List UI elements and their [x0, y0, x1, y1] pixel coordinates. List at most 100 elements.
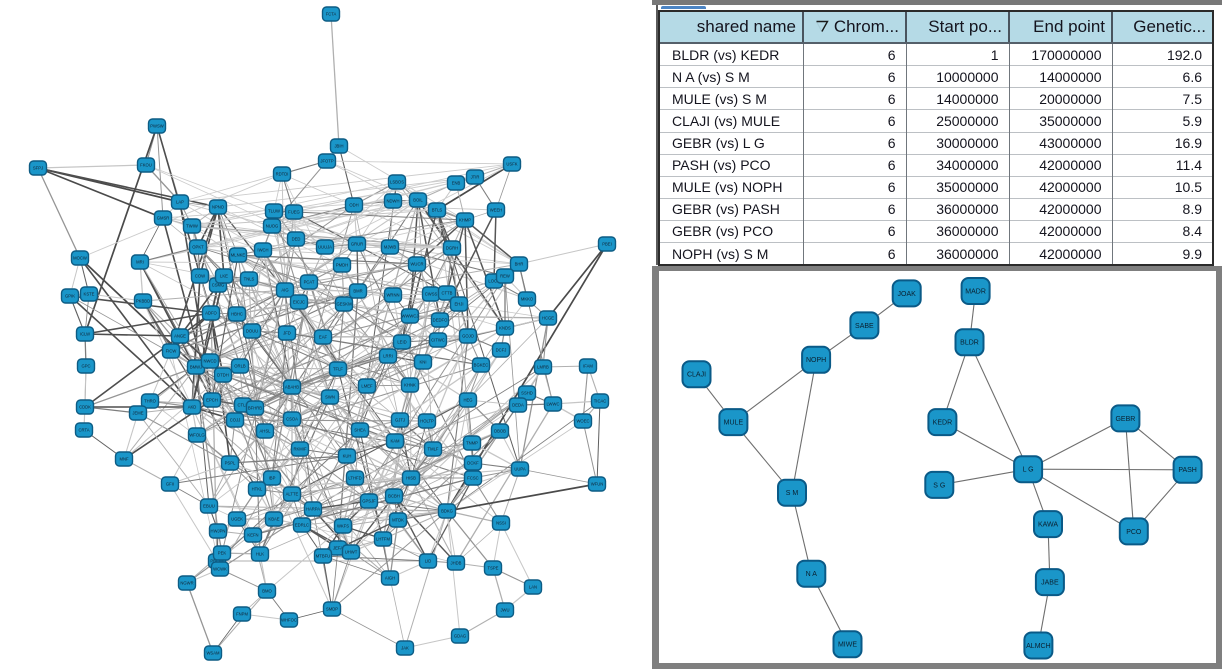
svg-text:PEK: PEK	[218, 551, 227, 556]
svg-text:SSHD: SSHD	[521, 391, 533, 396]
svg-text:NGWR: NGWR	[180, 581, 193, 586]
svg-text:GPSJF: GPSJF	[362, 499, 376, 504]
svg-text:REW: REW	[500, 274, 510, 279]
svg-text:KEDR: KEDR	[933, 420, 952, 427]
svg-text:CTLD: CTLD	[238, 403, 249, 408]
svg-text:GPIK: GPIK	[65, 294, 75, 299]
svg-text:WCWK: WCWK	[213, 567, 227, 572]
svg-text:JHDB: JHDB	[451, 561, 462, 566]
svg-text:JEME: JEME	[132, 411, 143, 416]
svg-text:JFD: JFD	[283, 331, 291, 336]
svg-text:CLAJI: CLAJI	[687, 372, 706, 379]
svg-text:CSOA: CSOA	[286, 417, 298, 422]
svg-text:NPNO: NPNO	[212, 205, 225, 210]
svg-text:MADR: MADR	[965, 288, 986, 295]
svg-text:S M: S M	[786, 490, 799, 497]
svg-text:MRI: MRI	[136, 260, 144, 265]
svg-text:RKMIF: RKMIF	[293, 447, 306, 452]
svg-text:MTDK: MTDK	[392, 518, 404, 523]
svg-text:KUH: KUH	[343, 454, 352, 459]
svg-text:TICAC: TICAC	[594, 399, 607, 404]
svg-text:DED: DED	[292, 237, 301, 242]
svg-text:DEDFO: DEDFO	[433, 318, 448, 323]
svg-text:UGEK: UGEK	[231, 517, 243, 522]
svg-text:BLDR: BLDR	[960, 340, 979, 347]
svg-text:EPCH: EPCH	[206, 398, 218, 403]
svg-text:TSPE: TSPE	[488, 566, 499, 571]
svg-text:AIGH: AIGH	[385, 576, 395, 581]
svg-text:PWSW: PWSW	[150, 124, 164, 129]
svg-text:LMEF: LMEF	[361, 384, 373, 389]
svg-text:AIG: AIG	[281, 288, 288, 293]
svg-text:FCTA: FCTA	[326, 12, 337, 17]
svg-text:COW: COW	[195, 274, 205, 279]
svg-text:PMDH: PMDH	[336, 263, 348, 268]
svg-text:BGKEC: BGKEC	[474, 363, 489, 368]
svg-text:MJWB: MJWB	[384, 245, 397, 250]
svg-text:HOLTP: HOLTP	[420, 419, 434, 424]
svg-text:BFHRB: BFHRB	[248, 406, 262, 411]
svg-text:OPKT: OPKT	[192, 245, 204, 250]
svg-text:ALMCH: ALMCH	[1026, 643, 1051, 650]
svg-text:NWCD: NWCD	[203, 359, 216, 364]
svg-text:DCKF: DCKF	[467, 461, 479, 466]
svg-text:PASH: PASH	[1178, 467, 1197, 474]
svg-text:HLK: HLK	[256, 552, 264, 557]
svg-text:TWIW: TWIW	[186, 224, 198, 229]
svg-text:MLNKE: MLNKE	[231, 253, 246, 258]
svg-text:WFOLG: WFOLG	[189, 433, 204, 438]
svg-text:LMRB: LMRB	[537, 365, 549, 370]
svg-text:NOPH: NOPH	[806, 357, 826, 364]
svg-text:HBHC: HBHC	[231, 312, 243, 317]
svg-text:NUOG: NUOG	[266, 224, 279, 229]
svg-text:PBCIM: PBCIM	[210, 559, 224, 564]
svg-text:IBP: IBP	[269, 476, 276, 481]
svg-text:PSPL: PSPL	[225, 461, 236, 466]
svg-text:MOCW: MOCW	[73, 256, 87, 261]
svg-text:TLUW: TLUW	[268, 209, 280, 214]
svg-text:KAWA: KAWA	[1038, 522, 1058, 529]
svg-text:GESKM: GESKM	[336, 302, 352, 307]
svg-text:DCFJ: DCFJ	[496, 348, 507, 353]
svg-text:IFAM: IFAM	[583, 364, 593, 369]
svg-text:THRO: THRO	[144, 399, 157, 404]
svg-text:EAF: EAF	[319, 335, 328, 340]
svg-text:ABAHB: ABAHB	[285, 385, 299, 390]
svg-text:TNLS: TNLS	[244, 277, 255, 282]
svg-text:KAM: KAM	[390, 439, 400, 444]
svg-text:GEBR: GEBR	[1115, 416, 1135, 423]
svg-text:LSBOS: LSBOS	[390, 180, 404, 185]
svg-text:ODH: ODH	[349, 203, 358, 208]
svg-text:WWWCJ: WWWCJ	[402, 314, 419, 319]
svg-text:JOAK: JOAK	[898, 291, 917, 298]
svg-text:WHFOC: WHFOC	[281, 618, 297, 623]
svg-text:BHR: BHR	[515, 262, 524, 267]
svg-text:AKD: AKD	[188, 405, 197, 410]
svg-text:MULE: MULE	[724, 420, 744, 427]
svg-text:HISB: HISB	[406, 476, 416, 481]
svg-text:GFII: GFII	[166, 482, 174, 487]
svg-text:GMSR: GMSR	[157, 216, 170, 221]
svg-text:CWSS: CWSS	[425, 292, 438, 297]
svg-text:FUEG: FUEG	[288, 210, 300, 215]
svg-text:JWU: JWU	[500, 608, 509, 613]
svg-text:GOJO: GOJO	[462, 334, 475, 339]
svg-text:FICW: FICW	[166, 349, 177, 354]
svg-text:CTTB: CTTB	[442, 291, 453, 296]
svg-text:WKFS: WKFS	[337, 524, 349, 529]
svg-text:DGRH: DGRH	[446, 246, 458, 251]
svg-text:JAK: JAK	[401, 646, 409, 651]
svg-text:LKE: LKE	[220, 274, 228, 279]
svg-text:MKKO: MKKO	[521, 297, 534, 302]
svg-text:LID: LID	[425, 559, 432, 564]
svg-text:WSAM: WSAM	[206, 651, 220, 656]
svg-text:SWN: SWN	[325, 395, 335, 400]
svg-text:DTDH: DTDH	[217, 373, 229, 378]
svg-text:WRNN: WRNN	[386, 293, 399, 298]
svg-text:TMLF: TMLF	[428, 447, 439, 452]
svg-text:FNPM: FNPM	[236, 612, 248, 617]
svg-text:FCSC: FCSC	[467, 476, 478, 481]
svg-text:UUPA: UUPA	[514, 467, 526, 472]
svg-text:UUUJA: UUUJA	[318, 245, 332, 250]
svg-text:KEFN: KEFN	[247, 533, 258, 538]
